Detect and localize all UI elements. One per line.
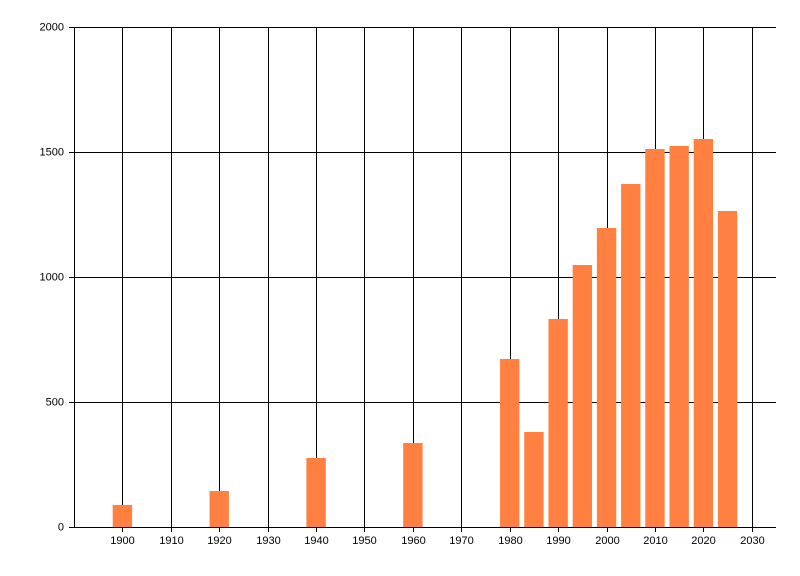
x-tick-label: 1960 bbox=[401, 535, 425, 547]
x-tick-label: 2030 bbox=[740, 535, 764, 547]
bar bbox=[572, 265, 593, 527]
bar bbox=[306, 458, 326, 527]
y-tick-label: 0 bbox=[58, 521, 64, 533]
x-tick-label: 1940 bbox=[304, 535, 328, 547]
x-tick-label: 2020 bbox=[691, 535, 715, 547]
x-tick-label: 2000 bbox=[595, 535, 619, 547]
x-tick-label: 1930 bbox=[256, 535, 280, 547]
bar bbox=[669, 146, 689, 527]
bar bbox=[693, 139, 714, 527]
bar bbox=[500, 359, 520, 527]
bar bbox=[524, 432, 544, 527]
x-tick-label: 1920 bbox=[207, 535, 231, 547]
x-tick-label: 1910 bbox=[159, 535, 183, 547]
bar bbox=[209, 491, 229, 527]
bar bbox=[403, 443, 423, 527]
bar bbox=[717, 211, 738, 527]
bar bbox=[112, 505, 133, 527]
y-tick-label: 500 bbox=[46, 396, 64, 408]
y-tick-label: 1500 bbox=[40, 146, 64, 158]
x-tick-label: 1980 bbox=[498, 535, 522, 547]
y-tick-label: 1000 bbox=[40, 271, 64, 283]
x-tick-label: 1970 bbox=[449, 535, 473, 547]
x-tick-label: 1900 bbox=[110, 535, 134, 547]
x-tick-label: 2010 bbox=[643, 535, 667, 547]
bar bbox=[548, 319, 568, 527]
y-tick-label: 2000 bbox=[40, 21, 64, 33]
bar bbox=[596, 228, 617, 527]
x-tick-label: 1950 bbox=[352, 535, 376, 547]
bar bbox=[645, 149, 665, 527]
bar bbox=[621, 184, 641, 527]
x-tick-label: 1990 bbox=[546, 535, 570, 547]
